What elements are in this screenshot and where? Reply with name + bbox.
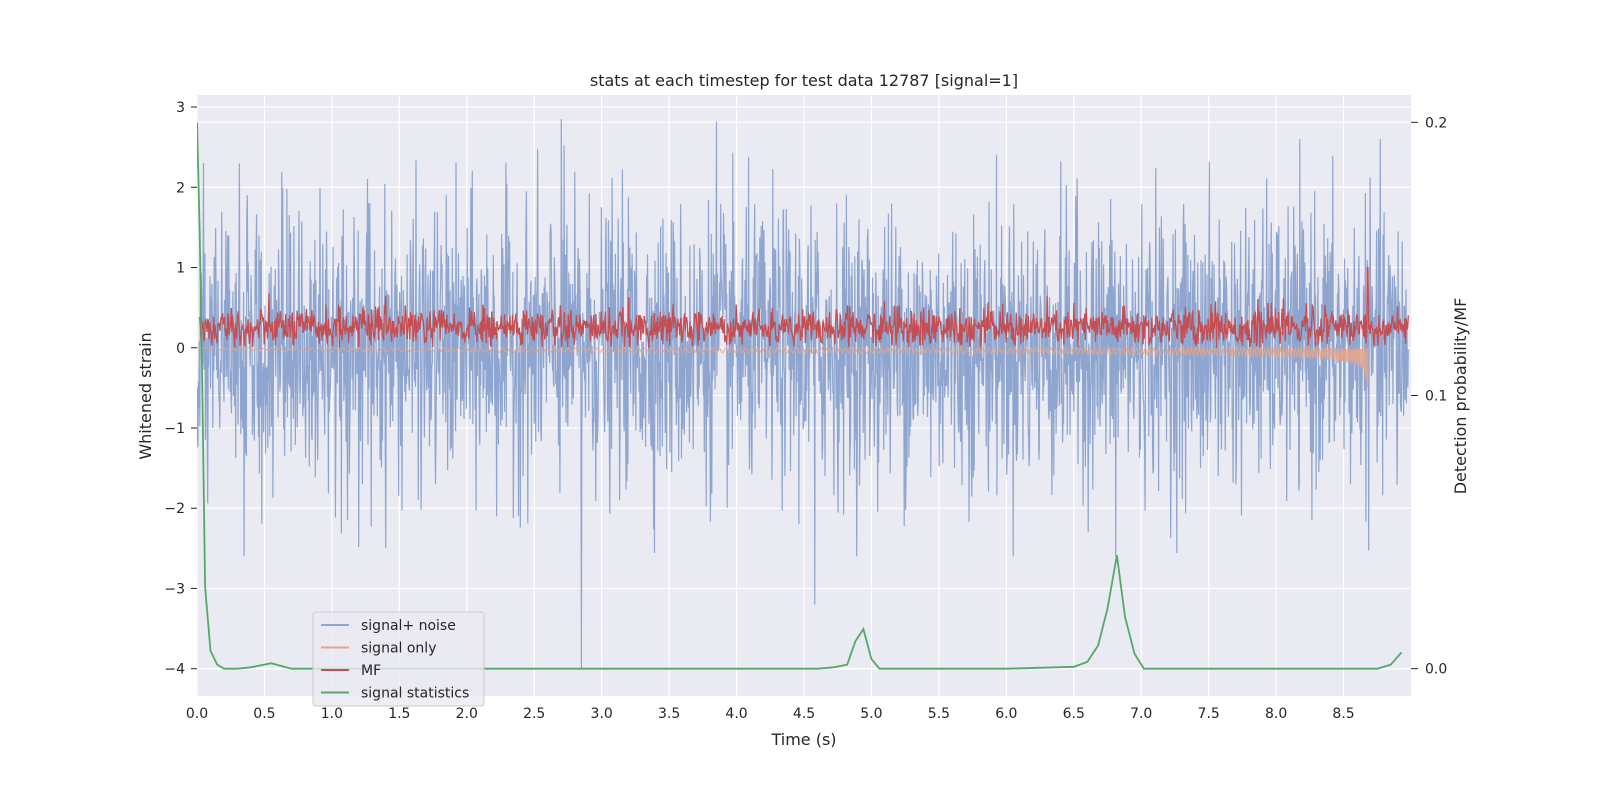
axes: 0.0 0.5 1.0 1.5 2.0 2.5 3.0 3.5 4.0 4.5 5.0 5.5 6.0 6… xyxy=(164,100,1447,722)
y2-tick-label: 0.0 xyxy=(1425,662,1447,678)
x-tick-label: 4.5 xyxy=(793,706,815,722)
x-tick-label: 7.5 xyxy=(1198,706,1220,722)
x-tick-label: 1.0 xyxy=(321,706,343,722)
y2-tick-label: 0.1 xyxy=(1425,389,1447,405)
x-tick-label: 8.0 xyxy=(1265,706,1287,722)
series-mf xyxy=(199,266,1409,349)
x-tick-label: 7.0 xyxy=(1130,706,1152,722)
legend-label: signal statistics xyxy=(361,686,469,702)
x-tick-label: 1.5 xyxy=(388,706,410,722)
x-tick-label: 5.5 xyxy=(928,706,950,722)
legend: signal+ noise signal only MF signal statist… xyxy=(312,611,485,707)
x-tick-label: 2.5 xyxy=(523,706,545,722)
x-tick-label: 0.0 xyxy=(186,706,208,722)
y-tick-label: −4 xyxy=(164,662,185,678)
x-tick-label: 0.5 xyxy=(253,706,275,722)
legend-label: signal+ noise xyxy=(361,618,456,634)
x-tick-label: 2.0 xyxy=(456,706,478,722)
y-tick-label: 0 xyxy=(176,341,185,357)
y-tick-label: 2 xyxy=(176,180,185,196)
series-signal-only xyxy=(197,345,1369,388)
y-tick-label: 3 xyxy=(176,100,185,116)
x-tick-label: 8.5 xyxy=(1332,706,1354,722)
x-tick-label: 6.0 xyxy=(995,706,1017,722)
series-signal-statistics xyxy=(197,122,1403,670)
y2-axis-label: Detection probability/MF xyxy=(1451,298,1470,495)
x-tick-label: 3.0 xyxy=(591,706,613,722)
legend-box xyxy=(312,611,485,707)
x-tick-label: 6.5 xyxy=(1063,706,1085,722)
x-tick-label: 4.0 xyxy=(725,706,747,722)
chart-title: stats at each timestep for test data 127… xyxy=(590,71,1018,90)
y-tick-label: 1 xyxy=(176,261,185,277)
x-axis-label: Time (s) xyxy=(770,730,836,749)
y2-tick-label: 0.2 xyxy=(1425,115,1447,131)
legend-label: signal only xyxy=(361,641,436,657)
x-tick-label: 3.5 xyxy=(658,706,680,722)
x-tick-label: 5.0 xyxy=(860,706,882,722)
y-axis-label: Whitened strain xyxy=(136,332,155,459)
plot-lines xyxy=(197,119,1409,670)
y-tick-label: −3 xyxy=(164,581,185,597)
y-tick-label: −1 xyxy=(164,421,185,437)
legend-label: MF xyxy=(361,663,381,679)
y-tick-label: −2 xyxy=(164,501,185,517)
